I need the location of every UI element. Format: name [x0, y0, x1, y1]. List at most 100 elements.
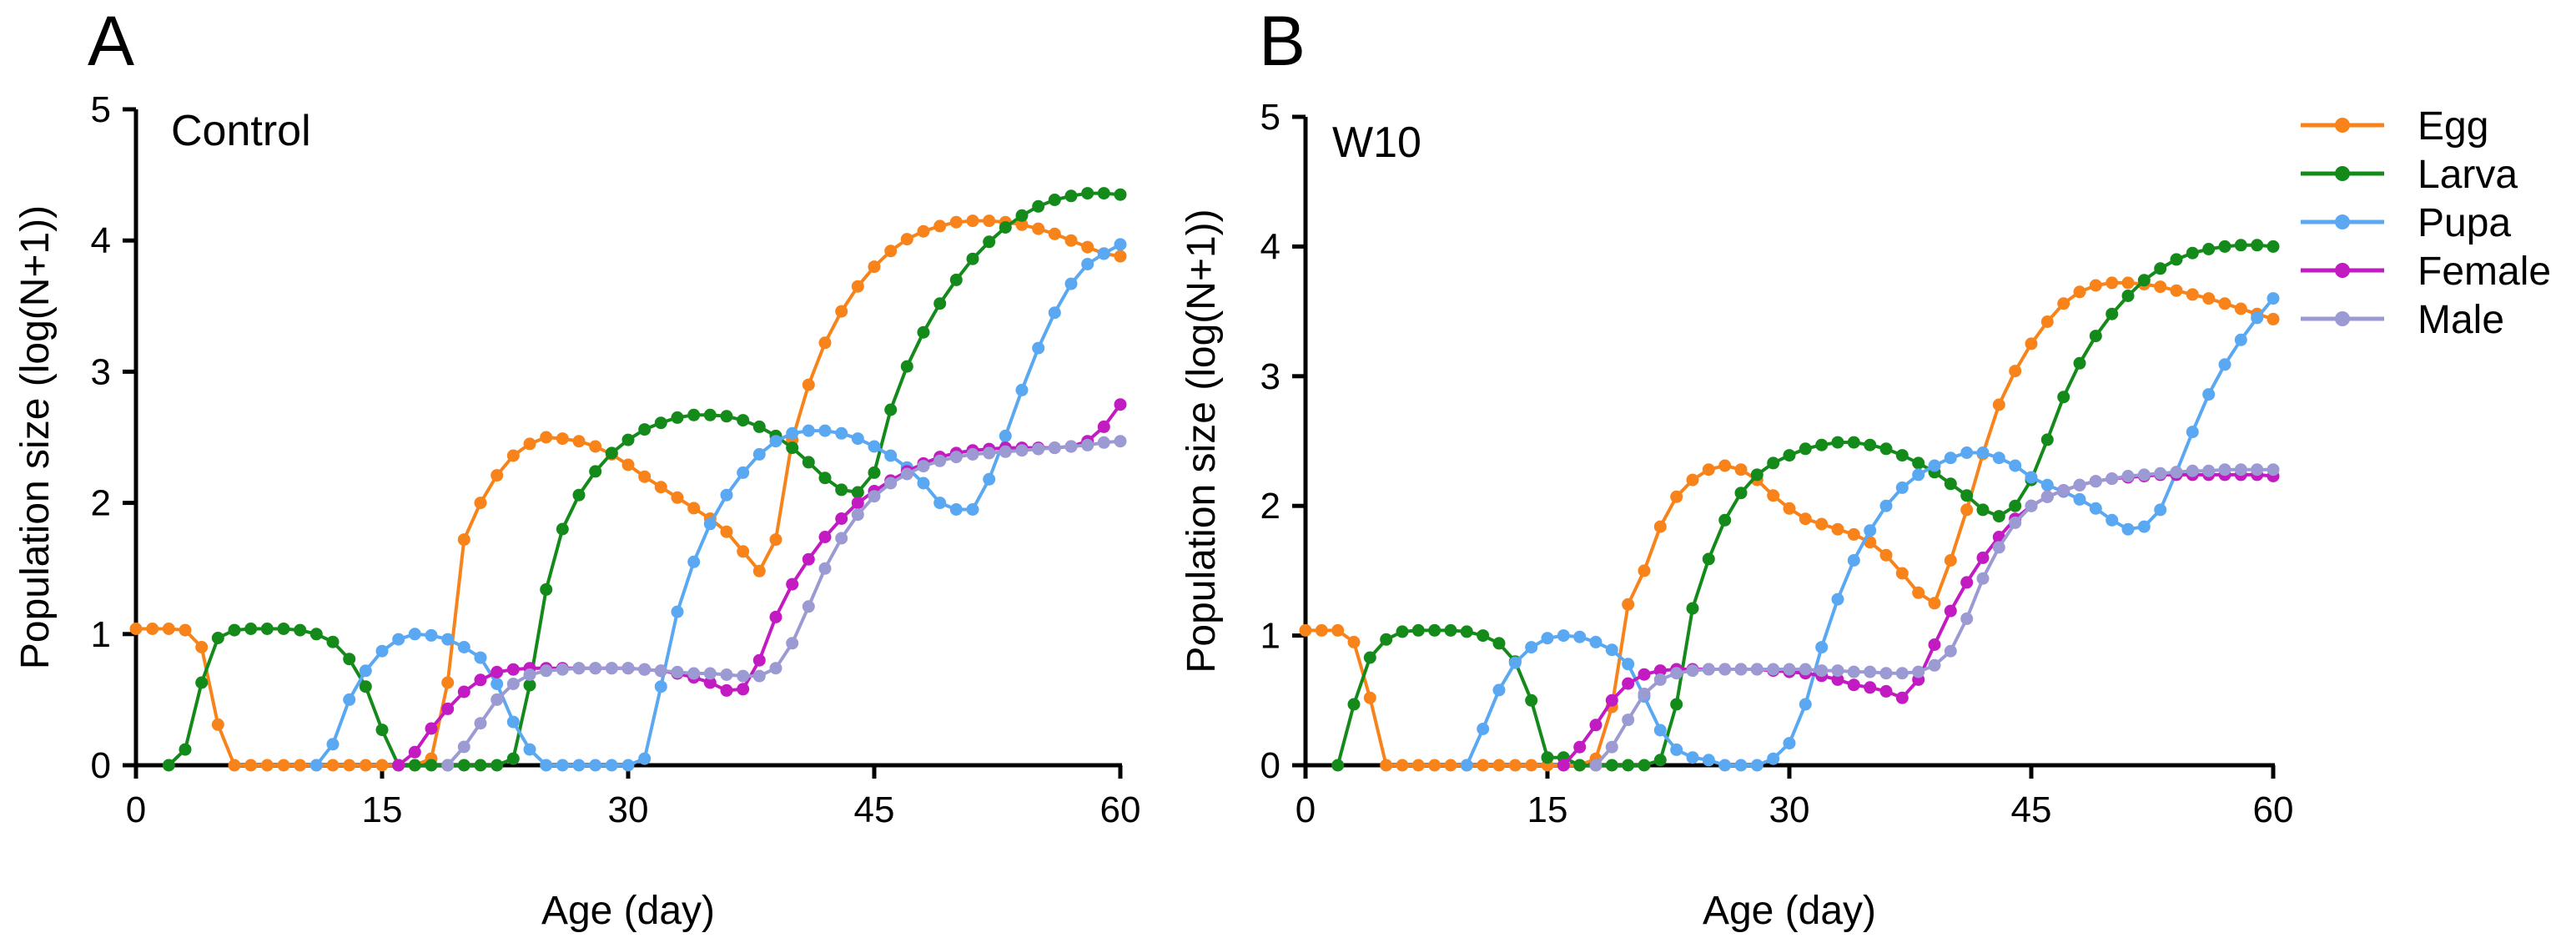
panel-b-male-point: [1767, 663, 1780, 676]
panel-a-female-point: [506, 663, 520, 676]
panel-b-larva-point: [2121, 290, 2135, 302]
panel-a-egg-point: [260, 759, 274, 772]
panel-a-larva-point: [1081, 187, 1094, 200]
panel-a-larva-point: [1097, 187, 1110, 200]
panel-a-egg-point: [343, 759, 356, 772]
panel-a-egg-point: [769, 533, 782, 547]
panel-b-y-axis-title: Population size (log(N+1)): [1180, 209, 1224, 673]
legend-label: Male: [2418, 298, 2504, 342]
panel-a-pupa-point: [966, 503, 979, 516]
panel-a-egg-point: [589, 440, 602, 453]
panel-a-male-point: [671, 665, 684, 678]
panel-a-egg-point: [851, 280, 864, 293]
panel-b-male-point: [2267, 463, 2280, 477]
panel-a-egg-point: [523, 437, 536, 451]
panel-b-egg-point: [2186, 288, 2199, 301]
panel-a-male-point: [621, 662, 635, 675]
panel-a-larva-point: [309, 628, 323, 641]
panel-a-female-point: [851, 497, 864, 510]
panel-a-larva-point: [457, 759, 470, 772]
panel-b-pupa-point: [1831, 593, 1844, 606]
panel-b-pupa-point: [1960, 446, 1974, 459]
panel-a-pupa-point: [703, 517, 717, 531]
panel-b-male-point: [1912, 665, 1925, 678]
legend-swatch-marker: [2335, 166, 2350, 181]
panel-b-larva-point: [1864, 438, 1877, 451]
panel-b-egg-point: [1428, 759, 1441, 772]
panel-b-egg-point: [1799, 512, 1812, 526]
panel-b-larva-point: [1347, 698, 1361, 711]
panel-b-pupa-point: [1477, 723, 1490, 735]
panel-a-pupa-point: [999, 429, 1012, 442]
panel-a-egg-point: [884, 245, 898, 258]
panel-a-pupa-point: [1064, 277, 1078, 290]
panel-a-larva-point: [343, 653, 356, 666]
panel-b-larva-point: [2106, 307, 2119, 320]
panel-b-larva-point: [1492, 637, 1506, 650]
panel-b-y-tick-label: 3: [1260, 356, 1280, 397]
panel-b-male-point: [2121, 470, 2135, 482]
panel-a-larva-point: [425, 759, 438, 772]
panel-b-pupa-point: [1508, 656, 1522, 669]
panel-a-male-point: [638, 663, 652, 676]
panel-a-pupa-point: [375, 644, 389, 658]
panel-b-larva-point: [1331, 759, 1345, 772]
panel-a-larva-point: [260, 623, 274, 635]
panel-a-larva-point: [638, 423, 652, 436]
panel-b-larva-point: [1734, 487, 1748, 500]
panel-b-pupa-point: [1976, 446, 1990, 459]
panel-a-larva-point: [1064, 189, 1078, 203]
panel-b-pupa-point: [2009, 459, 2022, 472]
panel-a-larva-point: [359, 680, 372, 693]
panel-a-egg-point: [540, 431, 553, 444]
panel-b-male-point: [1847, 665, 1860, 678]
panel-a-pupa-point: [621, 759, 635, 772]
panel-b-egg-point: [1912, 586, 1925, 599]
panel-b-male-point: [1831, 664, 1844, 678]
panel-a-larva-point: [737, 414, 750, 427]
panel-b-pupa-point: [2025, 471, 2038, 484]
panel-a-pupa-point: [523, 743, 536, 756]
panel-b-pupa-point: [2073, 492, 2086, 506]
panel-b-female-point: [1944, 604, 1957, 618]
panel-a-egg-point: [211, 718, 224, 731]
legend-label: Pupa: [2418, 201, 2511, 245]
panel-a-larva-point: [900, 360, 913, 373]
panel-b-larva-point: [1380, 633, 1393, 646]
panel-b-male-point: [1944, 644, 1957, 658]
panel-a-larva-point: [211, 632, 224, 644]
panel-a-x-tick-label: 15: [362, 789, 403, 830]
panel-a-egg-point: [638, 470, 652, 483]
panel-b-larva-point: [1750, 468, 1763, 482]
panel-a-larva-point: [589, 465, 602, 478]
panel-b-egg-point: [1525, 759, 1538, 772]
panel-a-male-point: [818, 562, 832, 575]
panel-a-egg-point: [441, 676, 455, 689]
panel-b-pupa-point: [1605, 643, 1618, 657]
panel-a-egg-point: [818, 336, 832, 350]
panel-a-y-tick-label: 3: [91, 351, 111, 392]
panel-a-male-point: [474, 717, 487, 730]
legend-item-pupa: Pupa: [2301, 201, 2511, 245]
panel-b-egg-point: [1380, 759, 1393, 772]
panel-b-male-point: [2106, 472, 2119, 486]
panel-b-egg-point: [2057, 297, 2070, 310]
panel-a-male-point: [605, 662, 618, 675]
panel-a-egg-point: [835, 305, 848, 318]
panel-b-larva-point: [2186, 246, 2199, 260]
panel-a-larva-point: [375, 724, 389, 737]
panel-b-male-point: [2170, 466, 2183, 479]
panel-b-egg-point: [1879, 548, 1893, 562]
panel-b-female-point: [1864, 681, 1877, 694]
panel-a-pupa-point: [309, 759, 323, 772]
panel-a-pupa-point: [983, 472, 996, 486]
panel-b-y-tick-label: 0: [1260, 745, 1280, 786]
panel-b-larva-point: [1960, 489, 1974, 502]
panel-a-egg-point: [1015, 218, 1029, 231]
panel-a-pupa-point: [589, 759, 602, 772]
panel-b-female-point: [1976, 551, 1990, 564]
panel-a-male-point: [933, 454, 947, 467]
panel-b-male-point: [2025, 499, 2038, 512]
panel-b-male-point: [1638, 688, 1651, 700]
panel-a-egg-point: [900, 233, 913, 246]
